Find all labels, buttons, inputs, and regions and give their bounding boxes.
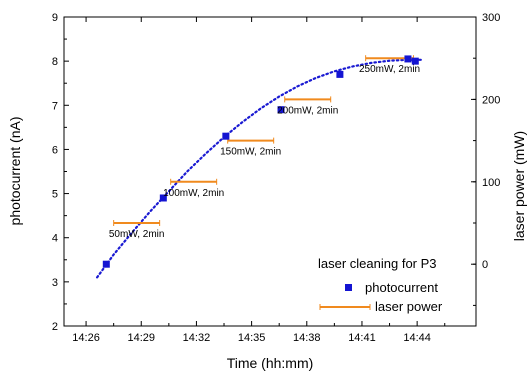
x-tick-label: 14:38 xyxy=(293,332,321,344)
legend-photocurrent-label: photocurrent xyxy=(365,280,438,295)
y-tick-label: 2 xyxy=(52,321,58,333)
photocurrent-point xyxy=(159,194,167,202)
y-tick-label: 3 xyxy=(52,277,58,289)
legend-laser-power-label: laser power xyxy=(375,299,443,314)
photocurrent-point xyxy=(404,55,412,63)
laser-power-annotation: 200mW, 2min xyxy=(277,105,338,116)
plot-area xyxy=(63,16,477,327)
fit-curve xyxy=(95,58,422,279)
x-tick-label: 14:32 xyxy=(183,332,211,344)
y-tick-label: 4 xyxy=(52,233,58,245)
photocurrent-point xyxy=(336,70,344,78)
y2-tick-label: 300 xyxy=(482,12,500,24)
x-tick-label: 14:35 xyxy=(238,332,266,344)
legend: laser cleaning for P3 photocurrent laser… xyxy=(318,256,443,314)
x-tick-label: 14:29 xyxy=(127,332,155,344)
photocurrent-point xyxy=(277,106,285,114)
x-tick-label: 14:44 xyxy=(403,332,431,344)
x-tick-label: 14:26 xyxy=(72,332,100,344)
legend-photocurrent-marker xyxy=(345,284,352,291)
y2-tick-label: 100 xyxy=(482,177,500,189)
y-tick-label: 6 xyxy=(52,144,58,156)
ticks-layer: 14:26 14:29 14:32 14:35 14:38 14:41 14:44 2 3 4 5 6… xyxy=(52,12,500,344)
y-tick-label: 7 xyxy=(52,100,58,112)
photocurrent-point xyxy=(222,132,230,140)
y2-tick-label: 200 xyxy=(482,94,500,106)
y2-tick-label: 0 xyxy=(482,259,488,271)
fit-layer xyxy=(95,58,422,279)
y-tick-label: 8 xyxy=(52,56,58,68)
y2-axis-title: laser power (mW) xyxy=(511,131,527,241)
photocurrent-point xyxy=(411,57,419,65)
y-axis-title: photocurrent (nA) xyxy=(7,117,23,226)
x-axis-title: Time (hh:mm) xyxy=(227,355,314,371)
laser-power-annotation: 250mW, 2min xyxy=(359,64,420,75)
photocurrent-point xyxy=(102,260,110,268)
legend-title: laser cleaning for P3 xyxy=(318,256,437,271)
x-tick-label: 14:41 xyxy=(348,332,376,344)
annotation-layer: 50mW, 2min 100mW, 2min 150mW, 2min 200mW, 2… xyxy=(109,64,420,240)
laser-power-annotation: 100mW, 2min xyxy=(163,188,224,199)
photocurrent-layer xyxy=(102,55,419,268)
laser-power-annotation: 150mW, 2min xyxy=(220,147,281,158)
y-tick-label: 5 xyxy=(52,189,58,201)
laser-power-annotation: 50mW, 2min xyxy=(109,229,165,240)
y-tick-label: 9 xyxy=(52,12,58,24)
